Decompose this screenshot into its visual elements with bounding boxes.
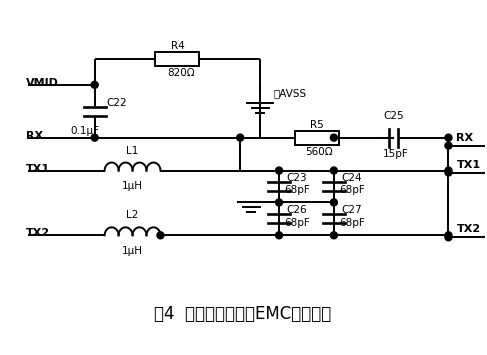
- Circle shape: [237, 134, 244, 141]
- Text: 68pF: 68pF: [339, 218, 365, 228]
- Text: C23: C23: [287, 174, 307, 184]
- Text: TX1: TX1: [26, 164, 50, 174]
- Circle shape: [330, 134, 337, 141]
- Circle shape: [445, 134, 452, 141]
- Bar: [295, 131, 339, 144]
- Text: R5: R5: [310, 120, 324, 130]
- Text: C27: C27: [341, 206, 362, 215]
- Circle shape: [330, 199, 337, 206]
- Circle shape: [91, 134, 98, 141]
- Text: L2: L2: [126, 211, 139, 220]
- Text: C25: C25: [383, 111, 404, 121]
- Text: TX2: TX2: [26, 228, 50, 238]
- Circle shape: [276, 232, 282, 239]
- Circle shape: [445, 142, 452, 149]
- Circle shape: [157, 232, 164, 239]
- Text: 图4  天线部分电路和EMC的原理图: 图4 天线部分电路和EMC的原理图: [153, 305, 331, 323]
- Circle shape: [445, 169, 452, 176]
- Circle shape: [445, 167, 452, 174]
- Circle shape: [276, 199, 282, 206]
- Circle shape: [445, 232, 452, 239]
- Text: TX2: TX2: [456, 224, 481, 234]
- Text: 68pF: 68pF: [284, 185, 310, 196]
- Text: RX: RX: [26, 131, 43, 141]
- Text: 15pF: 15pF: [383, 149, 409, 159]
- Text: 820Ω: 820Ω: [168, 68, 195, 78]
- Bar: [155, 52, 199, 66]
- Text: C26: C26: [287, 206, 307, 215]
- Text: TX1: TX1: [456, 159, 481, 170]
- Circle shape: [330, 167, 337, 174]
- Text: 68pF: 68pF: [284, 218, 310, 228]
- Text: RX: RX: [456, 133, 473, 143]
- Circle shape: [445, 234, 452, 241]
- Text: 1μH: 1μH: [122, 246, 143, 256]
- Circle shape: [276, 167, 282, 174]
- Text: C24: C24: [341, 174, 362, 184]
- Text: 560Ω: 560Ω: [305, 147, 333, 157]
- Text: 1μH: 1μH: [122, 181, 143, 191]
- Text: R4: R4: [170, 41, 184, 51]
- Text: 68pF: 68pF: [339, 185, 365, 196]
- Text: L1: L1: [126, 146, 139, 155]
- Circle shape: [91, 81, 98, 88]
- Text: C22: C22: [106, 98, 127, 108]
- Text: VMID: VMID: [26, 78, 59, 88]
- Text: 0.1μF: 0.1μF: [70, 126, 99, 136]
- Circle shape: [330, 232, 337, 239]
- Text: 接AVSS: 接AVSS: [274, 88, 307, 98]
